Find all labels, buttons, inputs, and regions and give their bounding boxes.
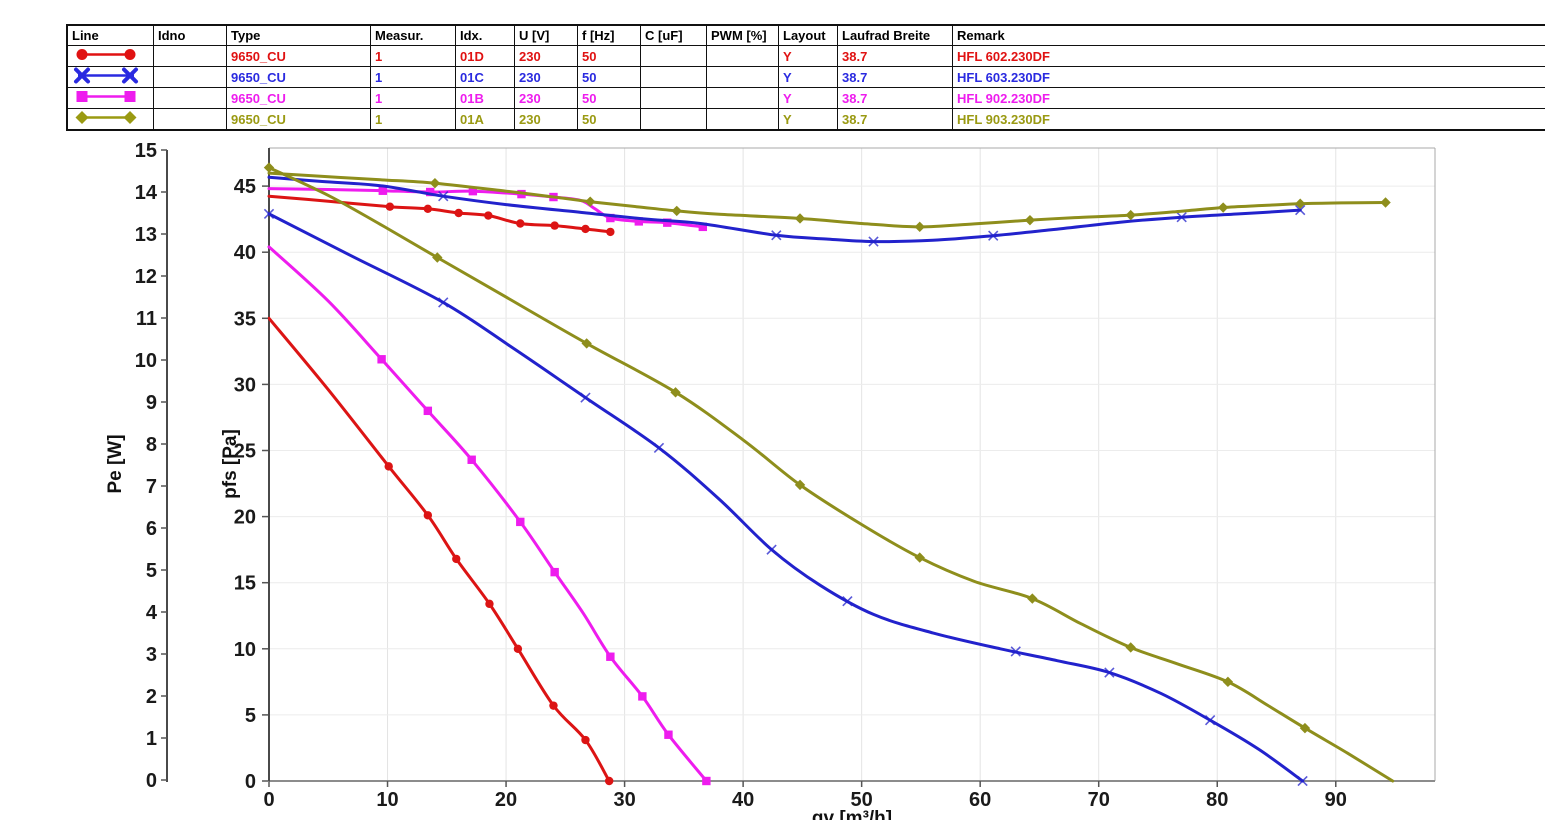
pe-tick-label: 8 [146, 434, 157, 456]
x-tick-label: 60 [969, 789, 991, 811]
chart-gridlines [269, 148, 1435, 781]
pe-tick-label: 6 [146, 518, 157, 540]
pfs-tick-label: 10 [234, 639, 256, 661]
pe-axis-title: Pe [W] [105, 434, 126, 493]
x-tick-label: 80 [1206, 789, 1228, 811]
pe-tick-label: 7 [146, 476, 157, 498]
x-tick-label: 10 [376, 789, 398, 811]
pfs-tick-label: 35 [234, 308, 256, 330]
pe-tick-label: 0 [146, 770, 157, 792]
x-tick-label: 30 [613, 789, 635, 811]
series-hfl-902-230df-pe [269, 187, 707, 232]
pfs-tick-label: 20 [234, 507, 256, 529]
series-hfl-902-230df-pfs [269, 247, 711, 785]
x-axis-title: qv [m³/h] [812, 808, 892, 820]
pe-tick-label: 5 [146, 560, 157, 582]
x-tick-label: 0 [263, 789, 274, 811]
pe-tick-label: 9 [146, 392, 157, 414]
pfs-tick-label: 40 [234, 242, 256, 264]
pfs-tick-label: 0 [245, 771, 256, 793]
x-tick-label: 90 [1325, 789, 1347, 811]
pe-tick-label: 10 [135, 350, 157, 372]
x-tick-label: 70 [1088, 789, 1110, 811]
pe-tick-label: 15 [135, 140, 157, 162]
series-hfl-602-230df-pe [269, 196, 615, 236]
series-hfl-903-230df-pe [269, 173, 1391, 232]
pe-tick-label: 2 [146, 686, 157, 708]
pfs-tick-label: 30 [234, 374, 256, 396]
pe-tick-label: 12 [135, 266, 157, 288]
series-hfl-603-230df-pe [269, 177, 1305, 246]
pe-tick-label: 13 [135, 224, 157, 246]
pe-tick-label: 1 [146, 728, 157, 750]
series-hfl-903-230df-pfs [264, 162, 1393, 781]
pe-tick-label: 11 [136, 308, 157, 330]
x-tick-label: 20 [495, 789, 517, 811]
pe-tick-label: 3 [146, 644, 157, 666]
pe-tick-label: 4 [146, 602, 158, 624]
pfs-tick-label: 5 [245, 705, 256, 727]
pfs-tick-label: 45 [234, 176, 256, 198]
chart-frame [167, 148, 1435, 782]
pe-tick-label: 14 [135, 182, 158, 204]
pfs-tick-label: 15 [234, 573, 256, 595]
x-tick-label: 40 [732, 789, 754, 811]
series-hfl-603-230df-pfs [264, 209, 1307, 785]
pfs-axis-title: pfs [Pa] [220, 429, 241, 499]
